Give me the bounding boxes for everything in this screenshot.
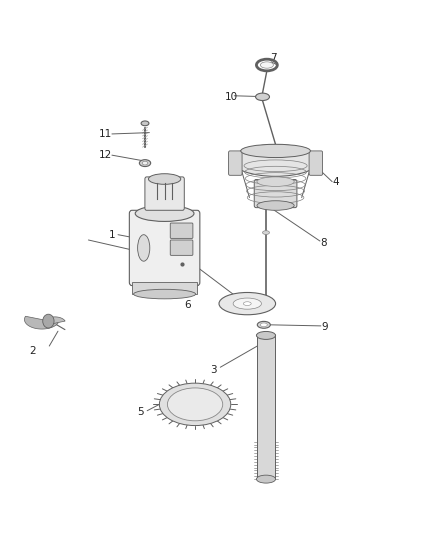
Ellipse shape [142, 161, 148, 165]
Text: 12: 12 [99, 150, 113, 160]
Text: 4: 4 [332, 176, 339, 187]
Ellipse shape [219, 293, 276, 315]
Ellipse shape [260, 62, 273, 68]
Text: 10: 10 [225, 92, 238, 102]
Ellipse shape [159, 383, 231, 425]
Ellipse shape [255, 93, 269, 101]
Ellipse shape [256, 332, 276, 340]
Ellipse shape [257, 321, 270, 328]
FancyBboxPatch shape [170, 223, 193, 238]
Ellipse shape [138, 235, 150, 261]
Text: 5: 5 [138, 407, 144, 417]
Text: 7: 7 [270, 53, 277, 63]
FancyBboxPatch shape [170, 240, 193, 255]
Ellipse shape [141, 121, 149, 126]
FancyBboxPatch shape [229, 151, 242, 175]
Text: 6: 6 [184, 300, 191, 310]
Ellipse shape [262, 231, 269, 235]
Text: 11: 11 [99, 129, 113, 139]
FancyBboxPatch shape [129, 211, 200, 286]
Polygon shape [25, 316, 58, 329]
Ellipse shape [139, 160, 151, 166]
Text: 3: 3 [211, 365, 217, 375]
Ellipse shape [233, 298, 261, 309]
Polygon shape [44, 317, 65, 326]
Ellipse shape [134, 289, 196, 299]
Text: 1: 1 [109, 230, 116, 240]
FancyBboxPatch shape [309, 151, 322, 175]
Ellipse shape [257, 201, 294, 211]
Circle shape [43, 314, 54, 328]
Ellipse shape [232, 144, 319, 176]
Ellipse shape [260, 323, 267, 327]
FancyBboxPatch shape [145, 177, 184, 211]
Ellipse shape [257, 177, 294, 187]
Bar [257, 335, 275, 479]
Ellipse shape [244, 302, 251, 305]
Ellipse shape [148, 174, 181, 184]
Text: 9: 9 [321, 322, 328, 333]
Ellipse shape [135, 206, 194, 221]
Ellipse shape [241, 144, 311, 158]
Ellipse shape [256, 475, 276, 483]
Text: 8: 8 [320, 238, 327, 248]
Text: 2: 2 [29, 346, 36, 357]
Ellipse shape [167, 388, 223, 421]
FancyBboxPatch shape [254, 180, 297, 208]
Bar [132, 282, 197, 294]
